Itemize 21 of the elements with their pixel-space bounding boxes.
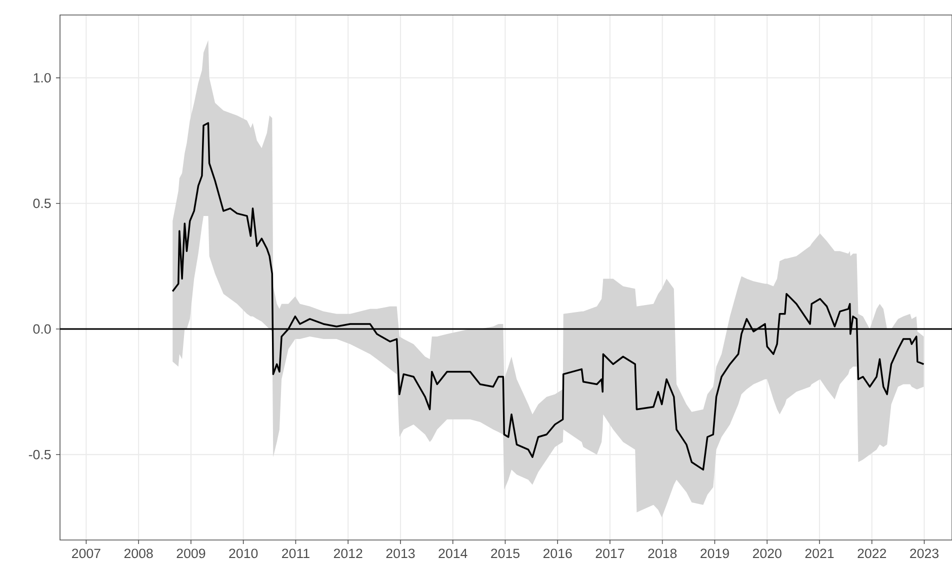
y-tick-label: 0.0 [33, 324, 51, 334]
y-tick-label: -0.5 [28, 450, 51, 460]
x-tick-label: 2010 [229, 548, 258, 558]
x-tick-label: 2013 [386, 548, 415, 558]
x-tick-label: 2022 [858, 548, 886, 558]
x-tick-label: 2018 [648, 548, 677, 558]
x-tick-label: 2020 [752, 548, 782, 558]
y-tick-label: 0.5 [33, 198, 51, 208]
y-tick-label: 1.0 [34, 73, 51, 83]
x-tick-label: 2019 [700, 548, 729, 558]
x-tick-label: 2017 [596, 548, 624, 558]
x-tick-label: 2021 [805, 548, 834, 558]
x-tick-label: 2015 [491, 548, 520, 558]
x-tick-label: 2009 [176, 548, 206, 558]
x-tick-label: 2023 [910, 548, 938, 558]
x-tick-label: 2008 [124, 548, 153, 558]
x-tick-label: 2011 [282, 548, 310, 558]
x-tick-label: 2012 [334, 548, 362, 558]
x-tick-label: 2007 [72, 548, 100, 558]
x-tick-label: 2016 [543, 548, 572, 558]
x-tick-label: 2014 [438, 548, 468, 558]
